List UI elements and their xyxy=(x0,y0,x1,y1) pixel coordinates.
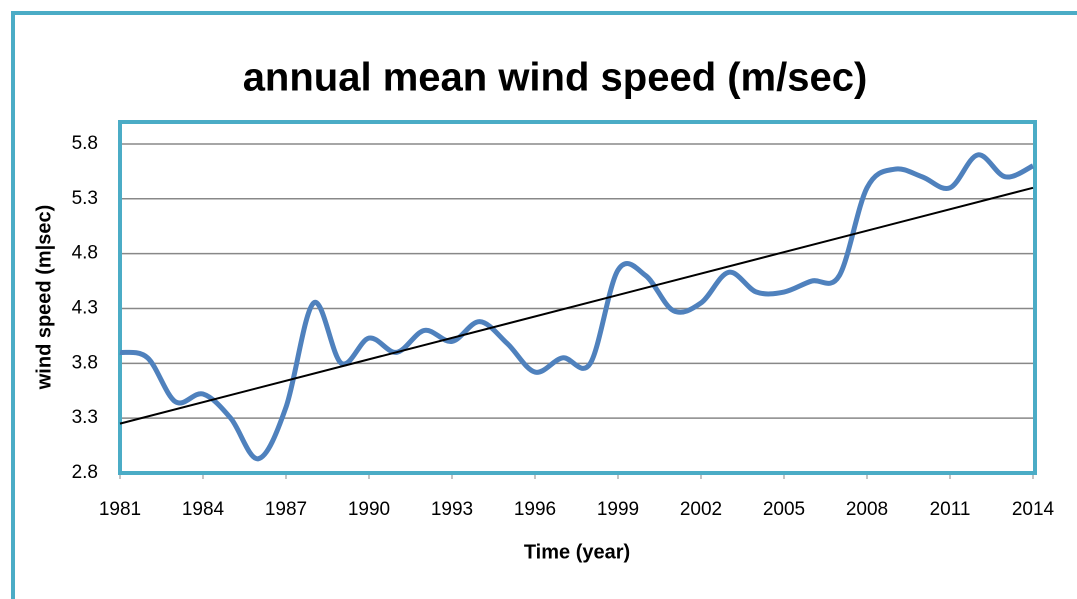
x-tick-label: 1987 xyxy=(265,499,307,520)
y-tick-label: 4.8 xyxy=(72,243,98,264)
x-tick-label: 2005 xyxy=(763,499,805,520)
x-tick-label: 2011 xyxy=(930,499,971,520)
y-tick-label: 5.3 xyxy=(72,188,98,209)
x-tick-label: 2014 xyxy=(1012,499,1055,520)
trend-line xyxy=(119,186,1034,425)
y-tick-label: 2.8 xyxy=(72,462,98,483)
y-tick-label: 3.8 xyxy=(72,352,98,373)
x-tick-label: 1996 xyxy=(514,499,556,520)
y-tick-label: 5.8 xyxy=(72,133,98,154)
y-tick-label: 4.3 xyxy=(72,297,98,318)
plot-border xyxy=(118,120,1037,475)
data-line xyxy=(119,152,1035,462)
x-axis-title: Time (year) xyxy=(524,541,630,563)
x-tick-label: 2008 xyxy=(846,499,888,520)
x-tick-label: 1984 xyxy=(182,499,225,520)
x-tick-label: 1999 xyxy=(597,499,639,520)
x-tick-label: 1993 xyxy=(431,499,473,520)
y-tick-label: 3.3 xyxy=(72,407,98,428)
x-tick-label: 1990 xyxy=(348,499,390,520)
chart-title: annual mean wind speed (m/sec) xyxy=(243,56,868,100)
x-tick-label: 2002 xyxy=(680,499,722,520)
y-axis-title: wind speed (m|sec) xyxy=(33,205,55,391)
x-tick-label: 1981 xyxy=(99,499,141,520)
frame xyxy=(11,11,1077,599)
